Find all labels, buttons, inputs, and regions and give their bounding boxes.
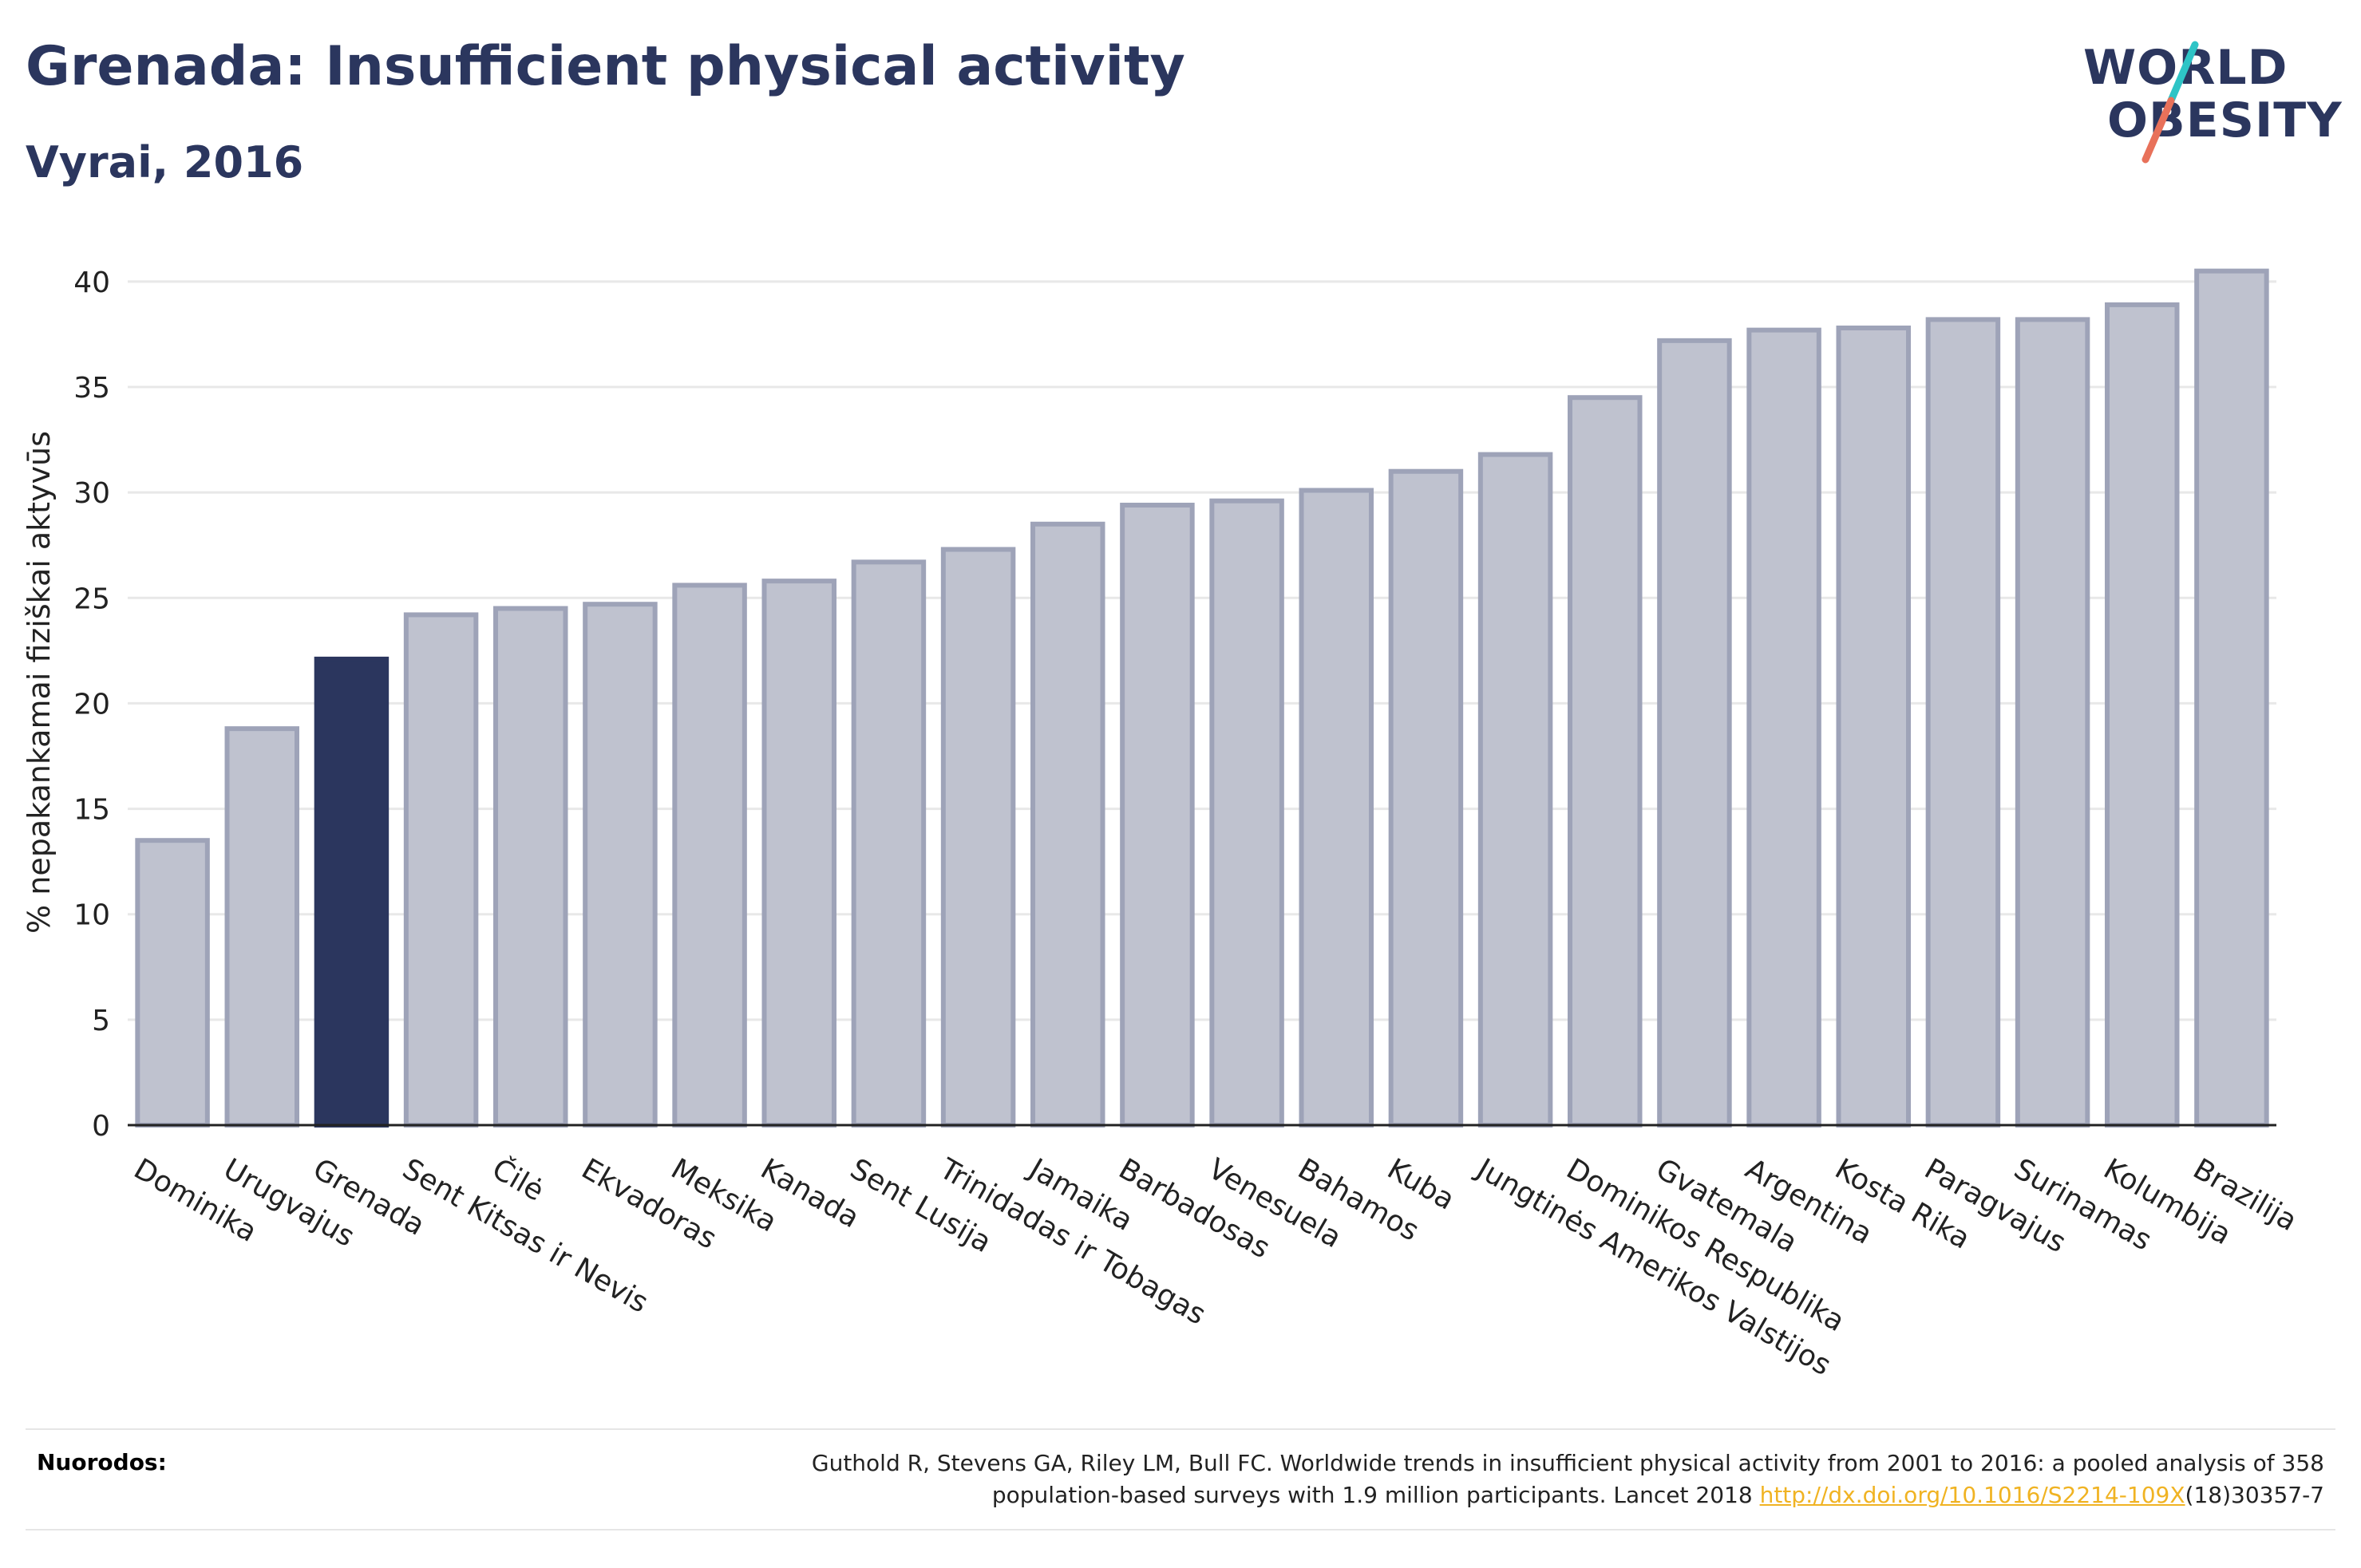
bar-22: [2105, 302, 2180, 1128]
world-obesity-logo: WORLD OBESITY: [2083, 40, 2342, 168]
logo-slash-icon: [2142, 41, 2199, 164]
bar-21: [2015, 317, 2090, 1128]
y-tick-label: 15: [73, 794, 110, 827]
references-label: Nuorodos:: [37, 1449, 167, 1475]
bar-20: [1925, 317, 2001, 1128]
bars: [135, 268, 2269, 1128]
bar-4: [493, 606, 568, 1128]
reference-text-line-2: population-based surveys with 1.9 millio…: [991, 1482, 1760, 1508]
bar-5: [583, 602, 658, 1128]
bar-23: [2194, 268, 2269, 1128]
chart-title: Grenada: Insufficient physical activity: [26, 35, 1185, 98]
bar-18: [1746, 327, 1821, 1128]
y-tick-label: 5: [92, 1005, 110, 1037]
doi-link[interactable]: http://dx.doi.org/10.1016/S2214-109X: [1759, 1482, 2185, 1508]
y-tick-label: 35: [73, 372, 110, 405]
bar-16: [1568, 395, 1643, 1128]
bar-8: [851, 559, 927, 1128]
reference-text-line-3: (18)30357-7: [2185, 1482, 2324, 1508]
grid-lines: [128, 280, 2276, 1021]
bar-12: [1209, 498, 1284, 1128]
bar-6: [672, 583, 747, 1128]
reference-text: Guthold R, Stevens GA, Riley LM, Bull FC…: [488, 1448, 2324, 1511]
bar-9: [940, 547, 1016, 1128]
bar-11: [1120, 503, 1195, 1128]
reference-text-line-1: Guthold R, Stevens GA, Riley LM, Bull FC…: [811, 1450, 2324, 1476]
y-tick-label: 25: [73, 583, 110, 615]
bar-chart: 0510152025303540DominikaUrugvajusGrenada…: [22, 267, 2303, 1382]
bar-13: [1299, 488, 1374, 1128]
y-tick-label: 10: [73, 899, 110, 932]
bar-17: [1657, 338, 1732, 1128]
bar-1: [224, 726, 299, 1128]
chart-subtitle: Vyrai, 2016: [26, 137, 304, 188]
bar-2: [314, 656, 390, 1128]
y-tick-label: 40: [73, 267, 110, 299]
y-tick-label: 30: [73, 477, 110, 510]
footer-references: Nuorodos: Guthold R, Stevens GA, Riley L…: [26, 1428, 2335, 1530]
x-tick-label: Čilė: [486, 1152, 549, 1208]
bar-3: [403, 612, 479, 1128]
bar-7: [761, 579, 836, 1128]
bar-10: [1030, 521, 1105, 1128]
bar-14: [1388, 468, 1464, 1128]
bar-15: [1477, 452, 1553, 1128]
logo-line-2: OBESITY: [2107, 93, 2343, 148]
y-tick-label: 0: [92, 1110, 110, 1143]
y-axis-label: % nepakankamai fiziškai aktyvūs: [22, 431, 57, 934]
y-tick-label: 20: [73, 688, 110, 721]
bar-19: [1836, 326, 1911, 1128]
bar-0: [135, 838, 210, 1128]
